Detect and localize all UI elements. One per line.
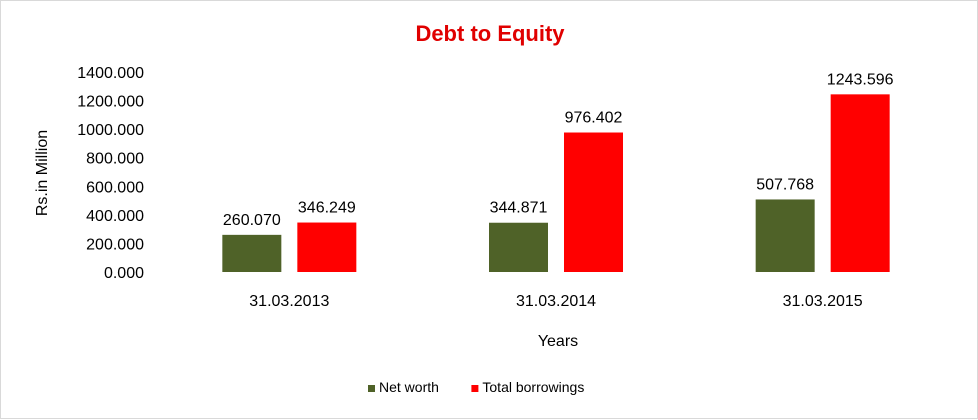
data-label: 507.768 — [756, 176, 814, 193]
bar — [564, 132, 623, 272]
legend-swatch — [368, 385, 375, 392]
y-tick-label: 1400.000 — [77, 65, 144, 82]
y-tick-label: 400.000 — [86, 208, 144, 225]
legend-swatch — [471, 385, 479, 392]
x-category-labels: 31.03.2013 31.03.2014 31.03.2015 — [249, 293, 863, 310]
y-tick-label: 600.000 — [86, 179, 144, 196]
y-axis-label: Rs.in Million — [34, 130, 51, 216]
x-axis-label: Years — [538, 333, 578, 350]
bar — [489, 222, 548, 272]
data-label: 346.249 — [298, 200, 356, 217]
bars — [222, 94, 890, 272]
legend-label: Net worth — [379, 379, 439, 395]
bar — [755, 199, 815, 272]
y-tick-label: 1200.000 — [77, 94, 144, 111]
y-ticks: 0.000 200.000 400.000 600.000 800.000 1000.00… — [77, 65, 144, 282]
bar — [222, 234, 282, 272]
x-category-label: 31.03.2015 — [783, 293, 863, 310]
bar — [830, 94, 890, 272]
y-tick-label: 0.000 — [104, 265, 144, 282]
data-label: 344.871 — [490, 200, 548, 217]
chart-title: Debt to Equity — [415, 21, 565, 46]
x-category-label: 31.03.2013 — [249, 293, 329, 310]
y-tick-label: 200.000 — [86, 236, 144, 253]
legend: Net worth Total borrowings — [368, 379, 584, 395]
data-label: 976.402 — [565, 110, 623, 127]
x-category-label: 31.03.2014 — [516, 293, 596, 310]
data-label: 1243.596 — [827, 71, 894, 88]
legend-label: Total borrowings — [482, 379, 584, 395]
data-label: 260.070 — [223, 212, 281, 229]
y-tick-label: 1000.000 — [77, 122, 144, 139]
data-labels: 260.070 346.249 344.871 976.402 507.768 1243.… — [223, 71, 894, 229]
bar — [297, 222, 357, 272]
y-tick-label: 800.000 — [86, 151, 144, 168]
